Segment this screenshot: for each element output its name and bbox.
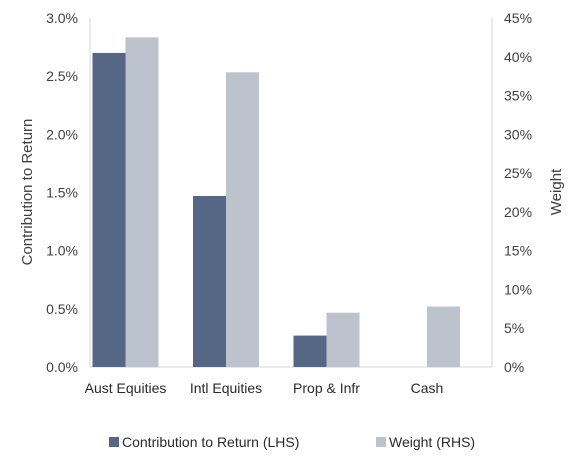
legend-swatch-contribution (109, 437, 119, 447)
left-tick-label: 1.5% (46, 185, 78, 201)
right-tick-label: 5% (504, 320, 524, 336)
left-tick-label: 1.0% (46, 243, 78, 259)
bar-contribution (193, 195, 226, 367)
right-tick-label: 15% (504, 243, 532, 259)
left-axis-title: Contribution to Return (19, 119, 36, 266)
legend-label-contribution: Contribution to Return (LHS) (122, 434, 299, 450)
right-axis-ticks: 0% 5% 10% 15% 20% 25% 30% 35% 40% 45% (504, 10, 532, 375)
right-axis-title: Weight (548, 168, 565, 215)
right-tick-label: 30% (504, 126, 532, 142)
right-tick-label: 35% (504, 88, 532, 104)
left-tick-label: 3.0% (46, 10, 78, 26)
right-tick-label: 25% (504, 165, 532, 181)
left-tick-label: 2.0% (46, 126, 78, 142)
right-tick-label: 20% (504, 204, 532, 220)
bar-weight (326, 312, 360, 367)
right-tick-label: 45% (504, 10, 532, 26)
bar-weight (125, 37, 159, 368)
left-tick-label: 2.5% (46, 68, 78, 84)
bar-weight (427, 306, 460, 367)
category-labels: Aust Equities Intl Equities Prop & Infr Cas… (85, 380, 444, 396)
legend-swatch-weight (376, 437, 386, 447)
bars (92, 37, 460, 368)
bar-contribution (92, 52, 126, 368)
right-tick-label: 10% (504, 281, 532, 297)
left-tick-label: 0.0% (46, 359, 78, 375)
bar-contribution (293, 335, 327, 367)
right-tick-label: 40% (504, 49, 532, 65)
category-label: Prop & Infr (293, 380, 360, 396)
category-label: Aust Equities (85, 380, 167, 396)
bar-weight (226, 72, 259, 368)
left-axis-ticks: 0.0% 0.5% 1.0% 1.5% 2.0% 2.5% 3.0% (46, 10, 78, 375)
left-tick-label: 0.5% (46, 301, 78, 317)
right-tick-label: 0% (504, 359, 524, 375)
category-label: Cash (411, 380, 444, 396)
legend-label-weight: Weight (RHS) (389, 434, 475, 450)
category-label: Intl Equities (190, 380, 262, 396)
legend: Contribution to Return (LHS) Weight (RHS… (109, 434, 475, 450)
